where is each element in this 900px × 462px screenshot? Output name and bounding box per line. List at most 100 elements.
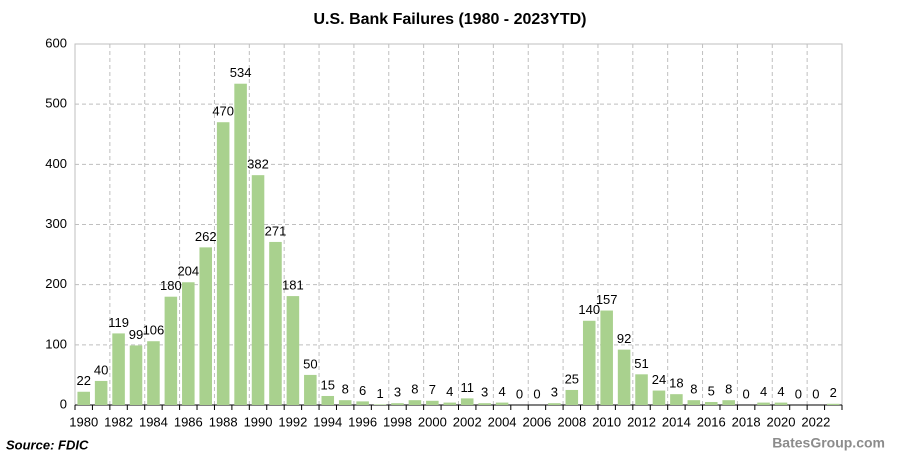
data-label: 534 (230, 65, 252, 80)
bar (635, 374, 648, 405)
bar (77, 391, 90, 405)
bar (757, 402, 770, 405)
bar (652, 390, 666, 405)
x-tick-label: 2016 (697, 414, 726, 429)
data-label: 6 (359, 383, 366, 398)
data-label: 4 (760, 384, 767, 399)
data-label: 4 (446, 384, 453, 399)
y-tick-label: 100 (45, 336, 67, 351)
bar (304, 374, 317, 405)
bar (478, 403, 491, 405)
bar (269, 241, 282, 405)
x-tick-label: 1994 (313, 414, 342, 429)
x-tick-label: 2002 (453, 414, 482, 429)
x-tick-label: 2008 (557, 414, 586, 429)
bar (704, 401, 718, 405)
x-tick-label: 2004 (488, 414, 517, 429)
data-label: 470 (212, 104, 234, 119)
bar (408, 400, 422, 405)
data-label: 181 (282, 278, 304, 293)
bar (827, 403, 840, 405)
data-label: 0 (533, 386, 540, 401)
chart-title: U.S. Bank Failures (1980 - 2023YTD) (314, 11, 587, 28)
bar (112, 333, 125, 405)
y-tick-label: 400 (45, 156, 67, 171)
data-label: 0 (516, 386, 523, 401)
y-tick-label: 300 (45, 216, 67, 231)
data-label: 140 (578, 302, 600, 317)
y-tick-label: 0 (60, 396, 67, 411)
bar (391, 403, 404, 405)
data-label: 8 (411, 382, 418, 397)
data-label: 262 (195, 229, 217, 244)
bar (338, 400, 352, 405)
data-label: 11 (460, 380, 474, 395)
x-tick-label: 2006 (522, 414, 551, 429)
bar (373, 404, 387, 405)
data-label: 0 (812, 386, 819, 401)
x-tick-label: 1992 (278, 414, 307, 429)
data-label: 7 (429, 382, 436, 397)
data-label: 4 (498, 384, 505, 399)
data-label: 3 (551, 385, 558, 400)
bar (460, 398, 474, 405)
bar (495, 402, 509, 405)
data-label: 204 (177, 264, 199, 279)
data-label: 157 (596, 292, 618, 307)
bar (565, 389, 579, 405)
x-tick-label: 1980 (69, 414, 98, 429)
x-tick-label: 2020 (767, 414, 796, 429)
bar (147, 341, 160, 405)
x-tick-label: 2000 (418, 414, 447, 429)
bar (182, 282, 195, 405)
data-label: 0 (795, 386, 802, 401)
y-tick-label: 500 (45, 96, 67, 111)
data-label: 22 (76, 373, 90, 388)
bar (443, 402, 457, 405)
bar (164, 296, 178, 405)
x-tick-label: 1996 (348, 414, 377, 429)
x-tick-label: 1998 (383, 414, 412, 429)
x-tick-label: 1990 (244, 414, 273, 429)
data-label: 382 (247, 157, 269, 172)
data-label: 18 (669, 376, 683, 391)
bar (234, 83, 247, 406)
bar (321, 395, 335, 405)
data-label: 3 (481, 385, 488, 400)
data-label: 271 (265, 223, 287, 238)
bar (94, 380, 108, 405)
data-label: 1 (376, 386, 383, 401)
bar (687, 400, 701, 405)
bar (286, 296, 300, 405)
data-label: 0 (743, 386, 750, 401)
y-tick-label: 200 (45, 276, 67, 291)
bar (251, 175, 265, 405)
x-tick-label: 1986 (174, 414, 203, 429)
bar (199, 247, 213, 405)
bar (617, 349, 631, 405)
bar (670, 394, 683, 405)
bar (426, 400, 439, 405)
bar (129, 345, 143, 405)
bar (722, 400, 735, 405)
data-label: 8 (342, 382, 349, 397)
data-label: 4 (777, 384, 784, 399)
x-tick-label: 1982 (104, 414, 133, 429)
data-label: 92 (617, 331, 631, 346)
data-label: 180 (160, 278, 182, 293)
x-tick-label: 2014 (662, 414, 691, 429)
data-label: 106 (143, 323, 165, 338)
data-label: 99 (129, 327, 143, 342)
y-tick-label: 600 (45, 35, 67, 50)
x-tick-label: 2012 (627, 414, 656, 429)
bar (582, 320, 596, 405)
data-label: 50 (303, 356, 317, 371)
data-label: 25 (565, 371, 579, 386)
x-tick-label: 2018 (732, 414, 761, 429)
x-tick-label: 2010 (592, 414, 621, 429)
source: Source: FDIC (6, 437, 89, 452)
data-label: 5 (708, 383, 715, 398)
data-label: 3 (394, 385, 401, 400)
bar (600, 310, 613, 405)
